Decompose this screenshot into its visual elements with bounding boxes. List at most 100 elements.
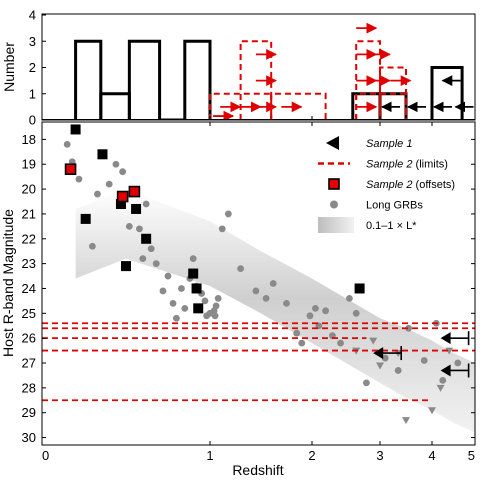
long-grb-point <box>142 200 150 208</box>
long-grb-point <box>89 242 96 250</box>
histogram-bar <box>379 66 407 120</box>
sample1-point <box>131 203 142 214</box>
scatter-xtick-label: 5 <box>468 448 475 463</box>
long-grb-point <box>269 280 277 287</box>
long-grb-point <box>159 287 167 295</box>
histogram-ytick-label: 3 <box>29 34 36 49</box>
legend-label: Sample 1 <box>366 138 412 150</box>
long-grb-point <box>136 225 143 233</box>
long-grb-point <box>169 299 177 307</box>
scatter-ytick-label: 19 <box>22 157 36 172</box>
long-grbs-series <box>63 140 462 425</box>
scatter-xtick-label: 3 <box>376 448 383 463</box>
long-grb-point <box>381 354 389 362</box>
scatter-xlabel: Redshift <box>232 462 283 478</box>
long-grb-point <box>293 329 301 337</box>
long-grb-point <box>181 304 189 312</box>
long-grb-point <box>178 285 185 292</box>
long-grb-point <box>147 245 155 253</box>
long-grb-point <box>173 314 180 322</box>
histogram-bar <box>74 39 103 120</box>
long-grb-point <box>312 304 319 312</box>
long-grb-point <box>262 295 270 302</box>
sample2-offset-point <box>116 190 129 203</box>
long-grb-point <box>322 307 329 315</box>
long-grb-limit-marker <box>402 417 410 425</box>
long-grb-point <box>63 140 71 148</box>
long-grb-point <box>125 222 133 230</box>
sample2-offset-point <box>128 185 141 198</box>
scatter-ytick-label: 28 <box>22 380 36 395</box>
long-grb-point <box>405 324 412 332</box>
legend-label: 0.1–1 × L* <box>366 220 417 232</box>
sample1-point <box>121 261 131 272</box>
histogram-bar <box>239 40 273 120</box>
sample1-point <box>188 268 199 279</box>
long-grb-point <box>75 175 83 183</box>
scatter-ylabel: Host R-band Magnitude <box>0 209 16 357</box>
long-grb-point <box>212 302 220 310</box>
histogram-ytick-label: 2 <box>29 60 36 75</box>
long-grb-point <box>394 367 402 374</box>
legend-label-italic: Sample 2 <box>366 159 412 171</box>
long-grb-point <box>420 357 428 364</box>
long-grb-point <box>306 312 314 320</box>
long-grb-point <box>94 190 101 198</box>
sample1-limit-arrowhead <box>373 347 384 360</box>
long-grb-point <box>337 339 344 347</box>
scatter-frame <box>41 121 476 446</box>
scatter-xtick-label: 1 <box>206 448 213 463</box>
long-grb-limit-marker <box>369 337 378 345</box>
scatter-ytick-label: 25 <box>22 306 36 321</box>
histogram-bar <box>127 39 162 120</box>
long-grb-point <box>112 160 120 168</box>
long-grb-point <box>252 287 260 295</box>
long-grb-limit-marker <box>436 384 445 392</box>
scatter-ytick-label: 24 <box>22 281 36 296</box>
histogram-ytick-label: 0 <box>29 113 36 128</box>
scatter-xtick-label: 2 <box>308 448 315 463</box>
sample1-point <box>70 124 81 135</box>
long-grb-point <box>218 225 226 233</box>
scatter-ytick-label: 22 <box>22 231 36 246</box>
histogram-ytick-label: 1 <box>29 86 36 101</box>
sample1-point <box>80 213 91 224</box>
scatter-ytick-label: 20 <box>22 182 36 197</box>
long-grb-point <box>439 377 447 384</box>
legend-long-grbs-marker <box>330 200 338 209</box>
sample2-limits-series <box>42 322 475 402</box>
sample1-point <box>141 233 152 244</box>
legend-label: Sample 2 (limits) <box>366 159 448 171</box>
long-grb-point <box>237 265 245 272</box>
histogram-panel: 0 1 2 3 4 Number <box>1 8 476 128</box>
long-grb-point <box>283 299 290 307</box>
long-grb-point <box>298 339 306 347</box>
legend-label-rest: (offsets) <box>412 179 455 191</box>
histogram-ylabel: Number <box>1 42 17 92</box>
sample1-limit-arrowhead <box>440 364 451 377</box>
histogram-bar <box>430 66 464 120</box>
long-grb-point <box>211 312 219 320</box>
sample1-point <box>193 303 204 314</box>
legend-label-rest: (limits) <box>412 159 447 171</box>
legend-band-marker <box>318 217 354 233</box>
long-grb-point <box>152 260 160 268</box>
long-grb-point <box>164 272 172 280</box>
sample2-offsets-series <box>64 163 141 203</box>
histogram-series-sample2 <box>209 22 412 120</box>
scatter-xtick-label: 4 <box>428 448 435 463</box>
legend-sample2-offsets-marker <box>328 178 340 190</box>
long-grb-point <box>105 180 113 188</box>
legend-label-italic: Sample 2 <box>366 179 412 191</box>
scatter-ytick-label: 23 <box>22 256 36 271</box>
long-grb-limit-marker <box>376 362 384 370</box>
long-grb-point <box>201 297 209 305</box>
histogram-bar <box>183 39 212 120</box>
sample1-point <box>354 283 365 294</box>
long-grb-point <box>224 210 232 218</box>
long-grb-point <box>119 168 127 176</box>
long-grb-limit-marker <box>428 407 436 415</box>
scatter-ytick-label: 18 <box>22 132 36 147</box>
